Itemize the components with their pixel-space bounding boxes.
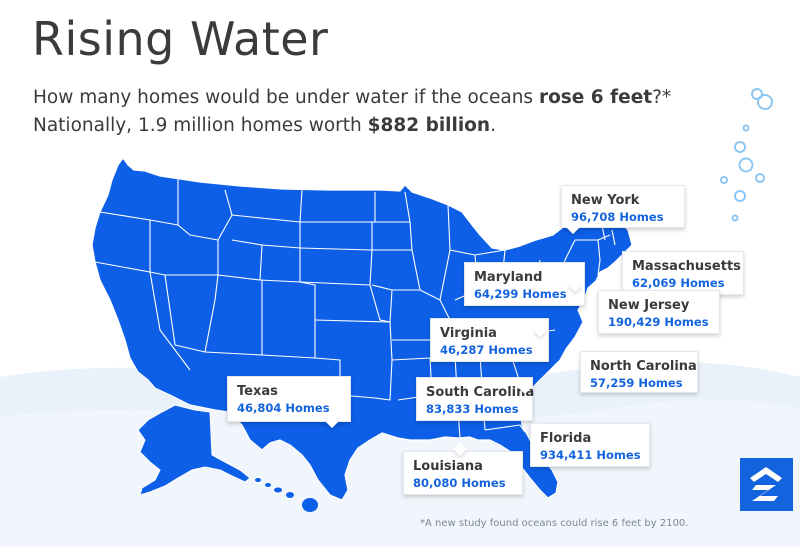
state-name: New York <box>571 193 640 208</box>
state-name: Massachusetts <box>632 259 741 274</box>
state-name: Maryland <box>474 270 543 285</box>
homes-count: 46,804 Homes <box>237 401 330 415</box>
callout-south-carolina: South Carolina 83,833 Homes <box>416 377 535 421</box>
callout-virginia: Virginia 46,287 Homes <box>430 318 549 362</box>
callout-north-carolina: North Carolina 57,259 Homes <box>580 351 698 393</box>
state-name: Texas <box>237 384 278 399</box>
alaska-shape <box>137 404 251 496</box>
subtitle-national-total: Nationally, 1.9 million homes worth $882… <box>33 115 496 136</box>
state-name: South Carolina <box>426 385 535 400</box>
homes-count: 62,069 Homes <box>632 276 725 290</box>
callout-louisiana: Louisiana 80,080 Homes <box>403 451 523 495</box>
homes-count: 96,708 Homes <box>571 210 664 224</box>
callout-florida: Florida 934,411 Homes <box>530 423 650 467</box>
state-name: North Carolina <box>590 359 697 374</box>
state-name: Virginia <box>440 326 497 341</box>
subtitle-question: How many homes would be under water if t… <box>33 87 672 108</box>
callout-new-jersey: New Jersey 190,429 Homes <box>598 290 720 334</box>
homes-count: 83,833 Homes <box>426 402 519 416</box>
callout-maryland: Maryland 64,299 Homes <box>464 262 585 306</box>
state-name: New Jersey <box>608 298 690 313</box>
callout-new-york: New York 96,708 Homes <box>561 185 685 228</box>
homes-count: 57,259 Homes <box>590 376 683 390</box>
zillow-z-logo-icon <box>740 458 793 511</box>
homes-count: 934,411 Homes <box>540 448 641 462</box>
homes-count: 80,080 Homes <box>413 476 506 490</box>
state-name: Louisiana <box>413 459 483 474</box>
state-name: Florida <box>540 431 592 446</box>
footnote: *A new study found oceans could rise 6 f… <box>420 518 689 529</box>
hawaii-shape <box>255 478 318 512</box>
homes-count: 64,299 Homes <box>474 287 567 301</box>
homes-count: 46,287 Homes <box>440 343 533 357</box>
homes-count: 190,429 Homes <box>608 315 709 329</box>
callout-massachusetts: Massachusetts 62,069 Homes <box>622 251 744 295</box>
page-title: Rising Water <box>32 12 329 66</box>
